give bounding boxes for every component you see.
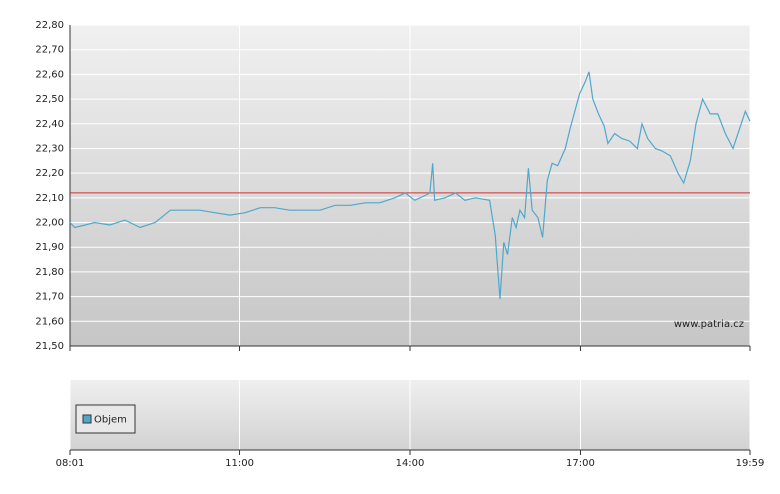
y-tick-label: 21,50 (35, 341, 64, 352)
y-tick-label: 21,70 (35, 292, 64, 303)
x-tick-label: 17:00 (566, 458, 595, 469)
y-tick-label: 22,50 (35, 94, 64, 105)
price-line (69, 71, 751, 300)
x-tick-label: 11:00 (225, 458, 254, 469)
y-tick-label: 22,60 (35, 69, 64, 80)
y-tick-label: 22,30 (35, 143, 64, 154)
y-tick-label: 21,80 (35, 267, 64, 278)
y-tick-label: 21,90 (35, 242, 64, 253)
legend-swatch (82, 414, 92, 424)
watermark: www.patria.cz (674, 319, 744, 330)
legend-label: Objem (94, 415, 127, 426)
y-tick-label: 22,70 (35, 45, 64, 56)
y-tick-label: 21,60 (35, 316, 64, 327)
y-tick-label: 22,00 (35, 218, 64, 229)
y-tick-label: 22,80 (35, 20, 64, 31)
x-tick-label: 19:59 (736, 458, 765, 469)
y-tick-label: 22,10 (35, 193, 64, 204)
x-tick-label: 14:00 (396, 458, 425, 469)
y-tick-label: 22,20 (35, 168, 64, 179)
y-tick-label: 22,40 (35, 119, 64, 130)
x-tick-label: 08:01 (56, 458, 85, 469)
